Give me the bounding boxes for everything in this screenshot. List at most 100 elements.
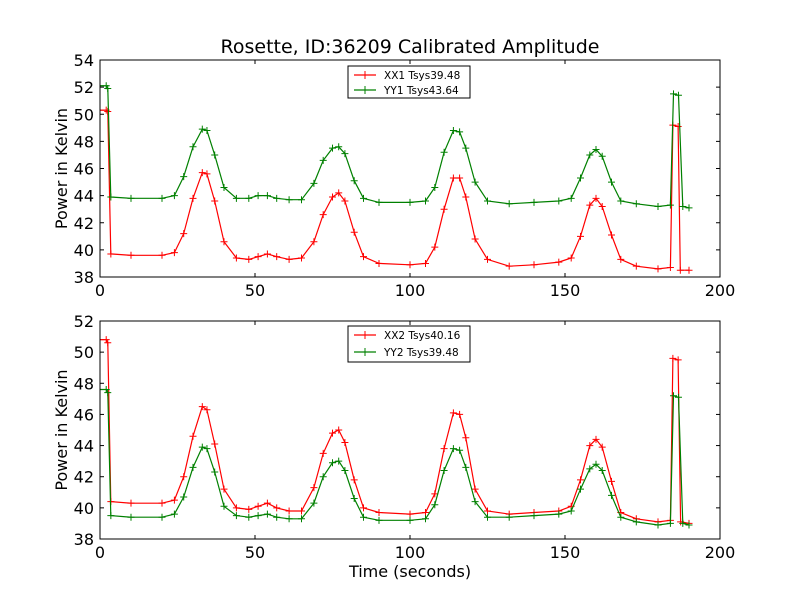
- top-series-1-point-16: [263, 250, 271, 258]
- bottom-series-2-point-39: [555, 510, 563, 518]
- top-series-2-point-22: [329, 144, 336, 152]
- bottom-y-tick-label: 52: [74, 312, 94, 331]
- bottom-series-1-point-28: [406, 510, 414, 518]
- top-series-2-point-47: [632, 200, 640, 208]
- top-series-2-point-15: [254, 192, 262, 200]
- top-series-1-point-3: [107, 250, 115, 258]
- top-series-2-point-9: [198, 125, 206, 133]
- top-series-2-point-43: [592, 146, 600, 154]
- bottom-series-1-point-29: [422, 509, 429, 517]
- top-series-1-point-26: [360, 253, 367, 261]
- top-series-2-point-7: [180, 173, 188, 181]
- bottom-series-2-point-51: [674, 393, 682, 401]
- top-series-1-point-22: [329, 193, 336, 201]
- bottom-series-2-point-2: [104, 389, 112, 397]
- top-series-2-point-33: [456, 128, 464, 136]
- top-series-1-point-47: [632, 262, 640, 270]
- bottom-series-2-point-9: [198, 443, 206, 451]
- top-series-1-point-4: [127, 251, 135, 259]
- top-series-2-point-37: [505, 200, 513, 208]
- top-series-1-point-31: [440, 205, 448, 213]
- top-series-1-point-2: [104, 108, 112, 116]
- top-x-tick-label: 0: [95, 281, 105, 300]
- bottom-series-2-point-53: [685, 521, 693, 529]
- bottom-series-2: [100, 386, 693, 529]
- top-series-1-point-7: [180, 230, 188, 238]
- bottom-series-1-point-43: [592, 435, 600, 443]
- top-series-2-point-17: [273, 194, 281, 202]
- bottom-y-tick-label: 38: [74, 530, 94, 549]
- bottom-series-1-point-13: [232, 504, 240, 512]
- bottom-series-line-1: [100, 339, 690, 524]
- bottom-series-2-point-25: [350, 495, 358, 503]
- top-legend: XX1 Tsys39.48 YY1 Tsys43.64: [347, 65, 471, 99]
- bottom-series-1-point-20: [310, 484, 318, 492]
- bottom-series-2-point-43: [592, 460, 600, 468]
- bottom-series-2-point-44: [598, 466, 606, 474]
- top-series-2-point-20: [310, 179, 318, 187]
- bottom-series-1-point-41: [577, 476, 584, 484]
- top-series-2-point-21: [319, 156, 327, 164]
- top-series-1-point-53: [685, 266, 693, 274]
- bottom-series-1-point-27: [375, 509, 383, 517]
- bottom-series-2-point-0: [100, 386, 104, 394]
- top-series-2-point-27: [375, 198, 383, 206]
- bottom-series-1-point-0: [100, 336, 104, 344]
- top-x-tick-label: 100: [395, 281, 426, 300]
- top-series-2-point-46: [617, 197, 625, 205]
- top-series-2-point-52: [679, 202, 687, 210]
- top-series-2-point-5: [158, 194, 166, 202]
- top-series-2-point-10: [203, 127, 211, 135]
- bottom-series-2-point-27: [375, 516, 383, 524]
- top-series-1-point-44: [598, 202, 606, 210]
- bottom-series-1-point-23: [335, 426, 343, 434]
- bottom-x-axis-label: Time (seconds): [348, 562, 471, 581]
- bottom-x-tick-label: 150: [550, 543, 581, 562]
- bottom-series-1-point-34: [462, 434, 470, 442]
- bottom-series-2-point-46: [617, 513, 625, 521]
- top-series-2-point-29: [422, 197, 429, 205]
- bottom-series-2-point-4: [127, 513, 135, 521]
- bottom-series-1-point-18: [285, 507, 293, 515]
- bottom-series-2-point-38: [530, 512, 538, 520]
- bottom-series-1-point-16: [263, 499, 271, 507]
- bottom-series-2-point-3: [107, 512, 115, 520]
- bottom-series-2-point-31: [440, 466, 448, 474]
- chart-title: Rosette, ID:36209 Calibrated Amplitude: [221, 36, 600, 58]
- bottom-series-2-point-42: [586, 465, 594, 473]
- top-x-tick-label: 200: [705, 281, 736, 300]
- bottom-legend-box: [347, 325, 471, 363]
- top-series-1-point-21: [319, 211, 327, 219]
- top-series-2-point-34: [462, 144, 470, 152]
- top-y-tick-label: 48: [74, 132, 94, 151]
- top-y-tick-label: 38: [74, 268, 94, 287]
- top-series-1-point-24: [341, 197, 349, 205]
- bottom-chart-panel: 0 50 100 150 200 38 40 42 44 46 48 50 52 Power in Kel…: [52, 312, 735, 562]
- bottom-series-2-point-20: [310, 499, 318, 507]
- bottom-series-2-point-21: [319, 473, 327, 481]
- bottom-series-1-point-15: [254, 502, 262, 510]
- top-series-1-point-33: [456, 174, 464, 182]
- top-series-2-point-30: [431, 183, 439, 191]
- top-series-1-point-15: [254, 253, 262, 261]
- bottom-series-1-point-25: [350, 476, 358, 484]
- top-series-2-point-14: [245, 194, 253, 202]
- top-legend-box: [347, 65, 471, 99]
- bottom-series-2-point-16: [263, 510, 271, 518]
- top-series-1-point-0: [100, 106, 104, 114]
- bottom-series-1-point-1: [102, 336, 110, 344]
- bottom-y-tick-label: 40: [74, 499, 94, 518]
- top-series-1-point-49: [666, 264, 674, 272]
- bottom-series-2-point-6: [170, 510, 178, 518]
- top-series-2-point-40: [567, 194, 575, 202]
- top-series-2-point-41: [577, 174, 584, 182]
- top-series-2-point-36: [484, 197, 491, 205]
- bottom-legend-label-1: XX2 Tsys40.16: [384, 330, 461, 342]
- top-chart-panel: 0 50 100 150 200 38 40 42 44 46 48 50 52 54 Power in K…: [52, 51, 735, 300]
- top-series-2-point-38: [530, 198, 538, 206]
- bottom-series-2-point-13: [232, 512, 240, 520]
- bottom-x-tick-label: 50: [245, 543, 265, 562]
- bottom-legend-marker-2: [361, 348, 369, 356]
- top-series-2-point-12: [220, 183, 228, 191]
